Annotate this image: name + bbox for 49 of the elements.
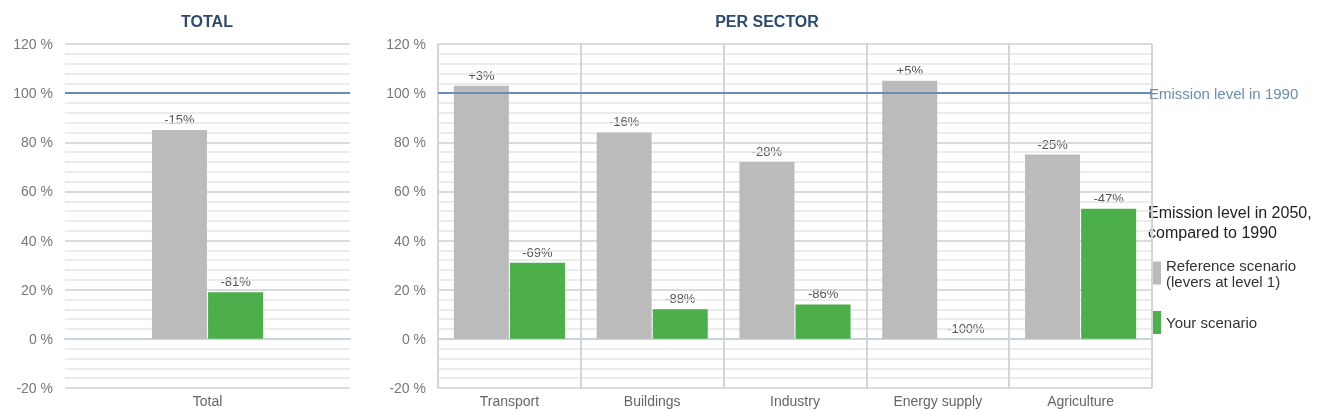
y-tick-label: 40 % xyxy=(394,232,426,249)
y-tick-label: 60 % xyxy=(21,183,53,200)
annotation: -28% xyxy=(751,143,783,159)
bar xyxy=(882,80,938,339)
x-tick-label: Transport xyxy=(479,393,540,409)
chart-title: TOTAL xyxy=(181,12,234,30)
bar xyxy=(795,304,851,339)
y-tick-label: 20 % xyxy=(21,281,53,298)
x-tick-label: Total xyxy=(192,393,223,409)
annotation: -81% xyxy=(220,274,252,290)
y-tick-label: 100 % xyxy=(386,85,426,102)
annotation: -86% xyxy=(807,286,839,302)
annotation: +5% xyxy=(896,62,924,78)
y-tick-label: 120 % xyxy=(13,36,53,52)
y-tick-label: -20 % xyxy=(16,380,53,396)
legend-title: Emission level in 2050, compared to 1990 xyxy=(1148,203,1317,241)
bar xyxy=(652,309,708,339)
chart-title: PER SECTOR xyxy=(715,12,820,30)
annotation: -16% xyxy=(608,114,640,130)
bar xyxy=(596,132,652,339)
x-tick-label: Agriculture xyxy=(1047,393,1115,409)
annotation: +3% xyxy=(468,67,495,83)
y-tick-label: -20 % xyxy=(389,380,426,396)
y-tick-label: 100 % xyxy=(13,85,53,102)
y-tick-label: 0 % xyxy=(28,330,53,347)
legend-label: Reference scenario (levers at level 1) xyxy=(1166,256,1301,290)
y-tick-label: 120 % xyxy=(386,36,426,52)
annotation: -47% xyxy=(1093,190,1125,206)
x-tick-label: Industry xyxy=(770,393,820,409)
bar xyxy=(453,85,509,339)
y-tick-label: 40 % xyxy=(21,232,53,249)
bar xyxy=(1081,208,1137,339)
y-tick-label: 60 % xyxy=(394,183,426,200)
annotation: -88% xyxy=(665,291,696,307)
ref-line-label: Emission level in 1990 xyxy=(1149,84,1299,102)
annotation: -15% xyxy=(164,112,196,127)
y-tick-label: 0 % xyxy=(401,330,426,347)
bar xyxy=(739,161,795,339)
y-tick-label: 20 % xyxy=(394,281,426,298)
annotation: -25% xyxy=(1037,136,1069,152)
bar xyxy=(1025,154,1081,339)
bar xyxy=(509,262,565,339)
annotation: -100% xyxy=(947,320,986,336)
annotation: -69% xyxy=(522,244,554,260)
y-tick-label: 80 % xyxy=(394,134,426,151)
x-tick-label: Energy supply xyxy=(893,393,983,409)
x-tick-label: Buildings xyxy=(623,393,681,409)
y-tick-label: 80 % xyxy=(21,134,53,151)
legend-label: Your scenario xyxy=(1166,314,1258,331)
